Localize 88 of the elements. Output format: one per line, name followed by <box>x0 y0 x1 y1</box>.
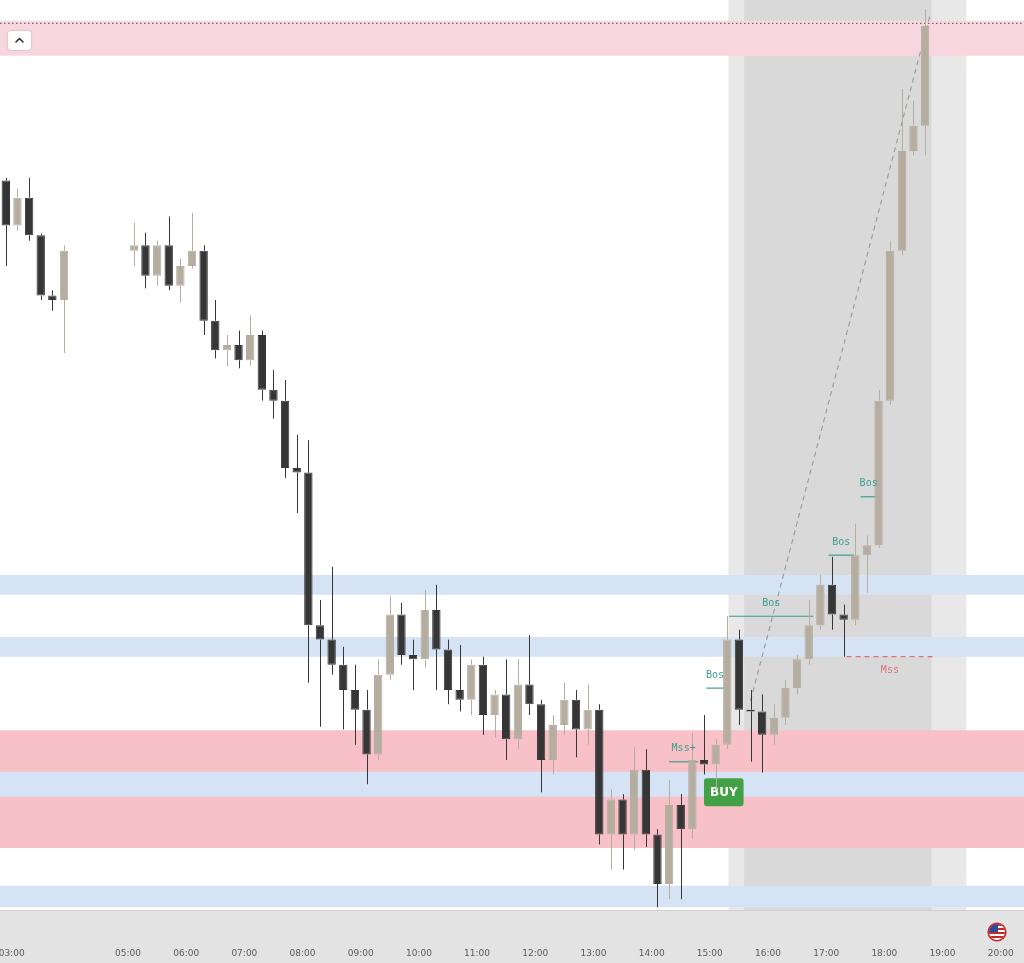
x-tick-label: 18:00 <box>871 947 898 958</box>
candlestick <box>24 177 34 242</box>
candlestick <box>304 439 313 684</box>
candlestick <box>187 212 197 270</box>
candlestick <box>443 639 453 705</box>
candlestick <box>1 177 11 267</box>
candlestick <box>676 793 685 900</box>
candlestick <box>536 699 546 793</box>
candlestick <box>467 658 476 716</box>
candlestick <box>723 615 732 750</box>
candlestick <box>164 216 173 291</box>
series-label: Mss <box>880 664 899 676</box>
candlestick <box>885 240 895 406</box>
x-tick-label: 20:00 <box>987 947 1014 958</box>
x-tick-label: 12:00 <box>522 947 549 958</box>
candlestick <box>129 222 139 267</box>
candlestick <box>583 684 592 746</box>
candlestick <box>257 330 267 402</box>
candlestick <box>141 232 150 289</box>
candlestick <box>362 689 371 785</box>
candlestick <box>606 789 616 871</box>
candlestick <box>350 664 360 746</box>
candlestick <box>315 599 325 728</box>
x-tick-label: 08:00 <box>289 947 316 958</box>
candlestick <box>397 602 406 666</box>
candlestick <box>385 595 395 681</box>
annotation: BUY <box>709 785 738 800</box>
candlestick <box>641 748 651 848</box>
candlestick <box>292 434 301 514</box>
x-tick-label: 16:00 <box>755 947 782 958</box>
x-tick-label: 11:00 <box>464 947 491 958</box>
candlestick <box>327 566 336 676</box>
x-tick-label: 19:00 <box>929 947 956 958</box>
candlestick <box>501 658 511 761</box>
candlestick <box>897 88 907 256</box>
candlestick <box>245 314 255 367</box>
candlestick <box>339 646 348 730</box>
candlestick <box>920 8 930 156</box>
candlestick <box>420 589 429 668</box>
candlestick <box>269 369 278 420</box>
candlestick <box>432 584 441 691</box>
candlestick <box>59 244 69 354</box>
candlestick <box>211 299 220 359</box>
candlestick <box>234 330 243 369</box>
candlestick <box>664 779 674 900</box>
candlestick <box>176 258 185 304</box>
x-tick-label: 13:00 <box>580 947 607 958</box>
candlestick <box>629 746 639 851</box>
candlestick <box>816 574 825 631</box>
candlestick <box>513 658 523 750</box>
candlestick <box>792 654 802 695</box>
candlestick <box>280 379 290 479</box>
candlestick <box>769 703 779 746</box>
series-label: Bos <box>832 535 851 547</box>
candlestick <box>595 703 604 845</box>
x-tick-label: 03:00 <box>0 947 25 958</box>
candlestick <box>13 188 22 232</box>
candlestick <box>781 679 790 726</box>
candlestick <box>478 656 488 736</box>
x-tick-label: 14:00 <box>638 947 665 958</box>
x-tick-label: 09:00 <box>347 947 374 958</box>
series-label: Mss+ <box>671 742 696 754</box>
series-label: Bos <box>762 596 781 608</box>
candlestick <box>839 604 848 658</box>
candlestick <box>804 599 813 666</box>
series-label: Bos <box>859 477 878 489</box>
candlestick <box>525 634 534 716</box>
candlestick <box>909 100 918 156</box>
x-tick-label: 06:00 <box>173 947 200 958</box>
candlestick <box>373 658 383 761</box>
candlestick <box>851 523 860 626</box>
candlestick <box>653 828 662 908</box>
x-tick-label: 05:00 <box>115 947 142 958</box>
candlestick <box>490 689 499 739</box>
x-tick-label: 07:00 <box>231 947 258 958</box>
candlestick <box>618 793 627 871</box>
x-tick-label: 15:00 <box>696 947 724 958</box>
candlestick <box>548 714 557 775</box>
candlestick <box>757 693 767 774</box>
series-label: Bos <box>706 668 725 680</box>
candlestick <box>827 556 837 631</box>
candlestick <box>734 629 744 726</box>
candlestick <box>152 240 162 287</box>
x-tick-label: 10:00 <box>405 947 433 958</box>
candlestick <box>571 689 581 758</box>
candlestick <box>199 244 208 336</box>
candlestick <box>560 682 569 736</box>
x-tick-label: 17:00 <box>813 947 840 958</box>
